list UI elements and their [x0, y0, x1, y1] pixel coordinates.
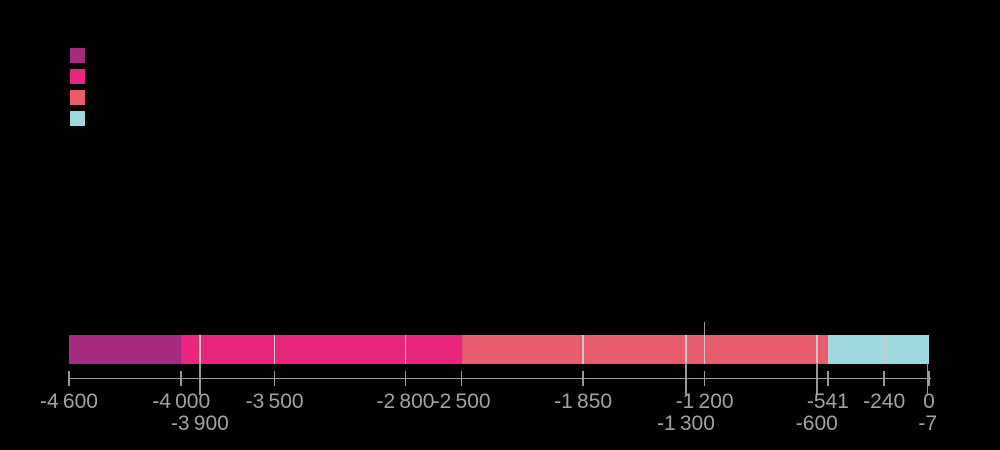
axis-tick	[827, 371, 829, 386]
segment-divider	[273, 335, 276, 364]
axis-tick	[685, 363, 687, 395]
axis-tick-label: -541	[806, 390, 849, 413]
legend-swatch-2	[70, 69, 85, 84]
axis-tick	[816, 363, 818, 395]
axis-tick-label: -1 850	[554, 390, 613, 413]
bar-segment-4	[827, 335, 929, 364]
segment-divider	[404, 335, 407, 364]
axis-tick	[273, 371, 276, 386]
legend-swatch-4	[70, 111, 85, 126]
axis-tick-label: -240	[863, 390, 906, 413]
axis-tick-label: -7	[918, 412, 938, 435]
bar-segment-2	[181, 335, 462, 364]
axis-tick-label: -4 600	[40, 390, 98, 413]
bar-segment-1	[69, 335, 182, 364]
axis-tick-label: -2 800	[376, 390, 435, 413]
bar-segment-3	[461, 335, 828, 364]
axis-tick	[883, 371, 885, 386]
axis-tick	[404, 371, 407, 386]
axis-tick-label: -3 900	[170, 412, 229, 435]
axis-tick	[199, 363, 201, 395]
axis-tick	[180, 371, 182, 386]
axis-tick-label: -4 000	[152, 390, 211, 413]
axis-tick	[926, 363, 929, 395]
legend-swatch-3	[70, 90, 85, 105]
segment-divider	[685, 335, 687, 364]
axis-tick-label: -600	[795, 412, 838, 435]
axis-tick	[703, 371, 706, 386]
axis-tick-label: 0	[923, 390, 935, 413]
segment-divider	[703, 335, 706, 364]
segment-divider	[816, 335, 818, 364]
axis-tick-label: -1 200	[675, 390, 734, 413]
axis-tick	[582, 371, 584, 386]
axis-baseline	[69, 377, 931, 379]
legend-swatch-1	[70, 48, 85, 63]
axis-tick	[68, 371, 70, 386]
axis-tick-label: -3 500	[245, 390, 304, 413]
segment-divider	[199, 335, 201, 364]
segment-divider	[883, 335, 885, 364]
axis-tick-label: -2 500	[432, 390, 491, 413]
annotation-leader-line	[703, 322, 706, 335]
axis-tick	[460, 371, 463, 386]
axis-tick	[928, 371, 930, 386]
axis-tick-label: -1 300	[656, 412, 715, 435]
segment-divider	[582, 335, 584, 364]
